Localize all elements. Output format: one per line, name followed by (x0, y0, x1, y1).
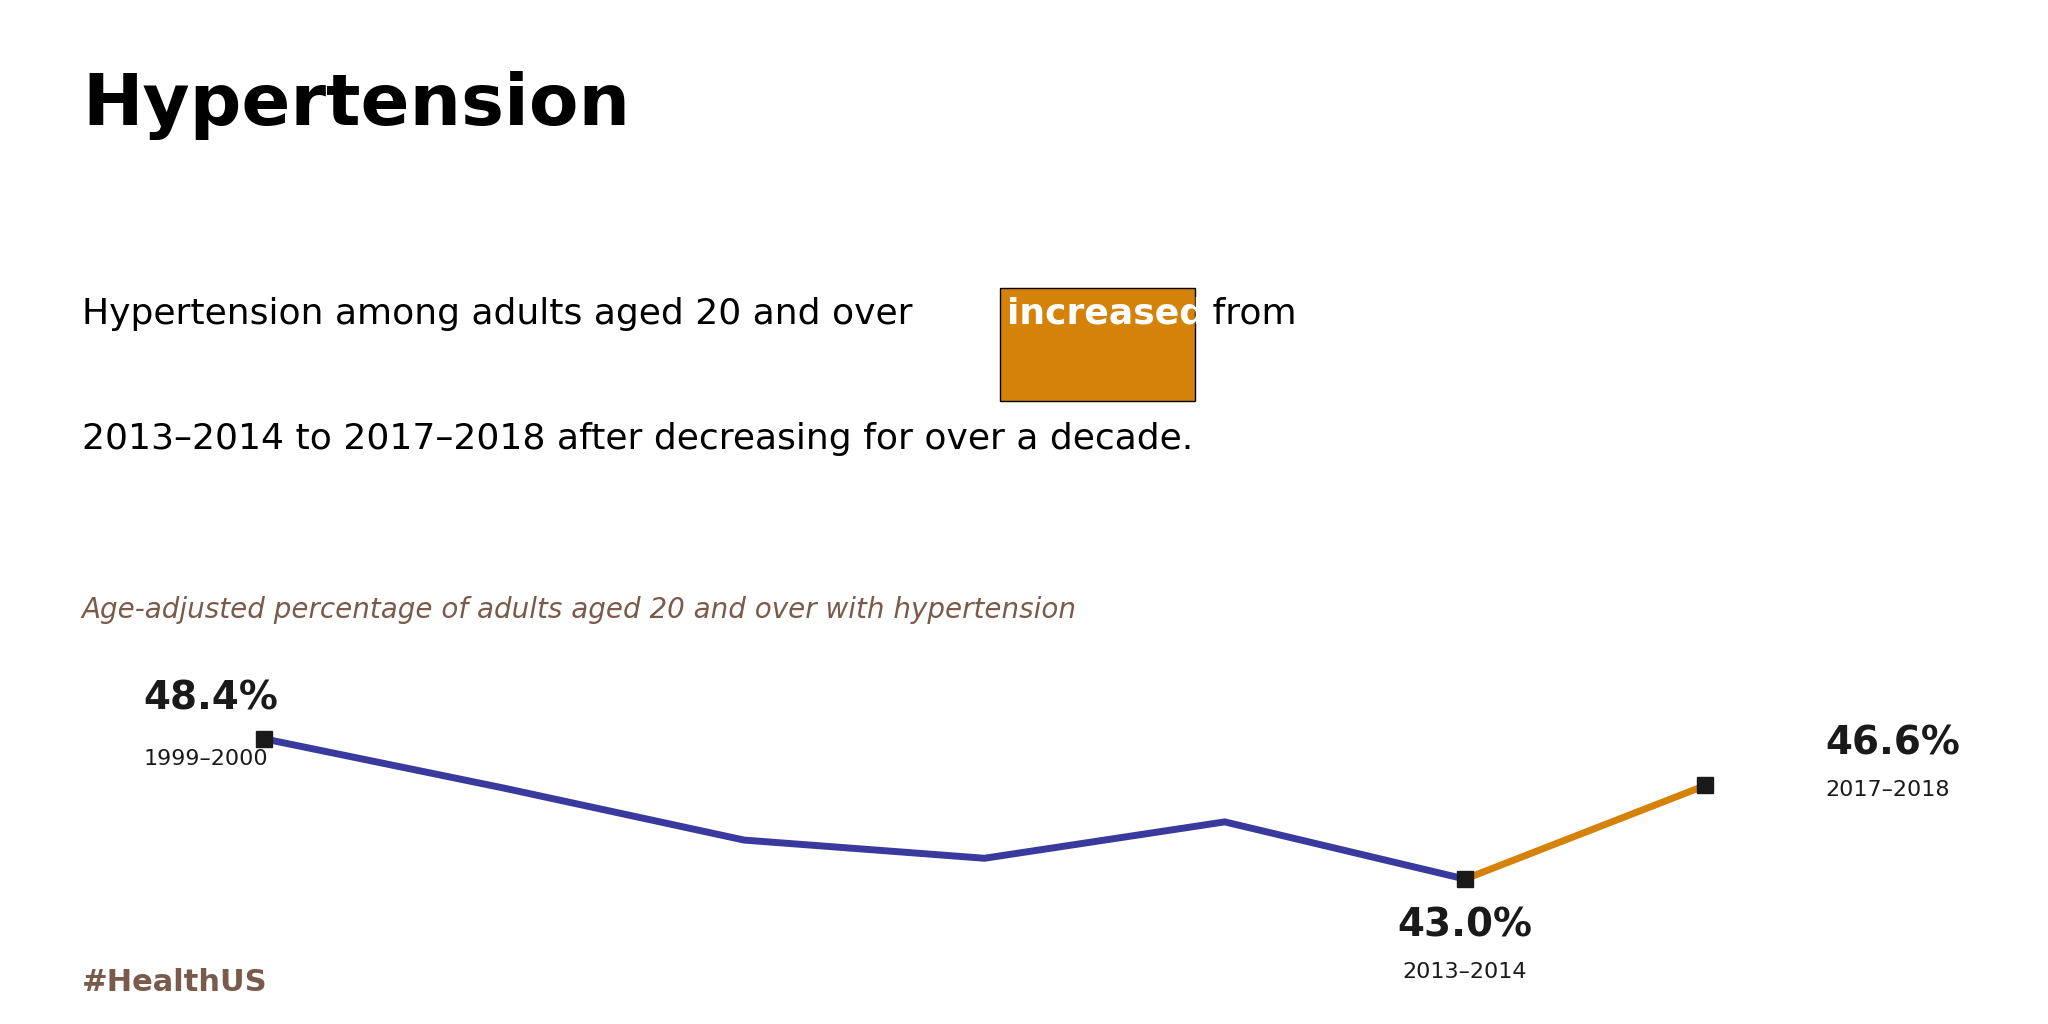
Text: 2013–2014 to 2017–2018 after decreasing for over a decade.: 2013–2014 to 2017–2018 after decreasing … (82, 422, 1194, 456)
Text: Hypertension among adults aged 20 and over: Hypertension among adults aged 20 and ov… (82, 297, 924, 331)
Text: increased: increased (1008, 297, 1204, 331)
Text: 48.4%: 48.4% (143, 680, 279, 718)
Text: 43.0%: 43.0% (1397, 906, 1532, 944)
Text: Age-adjusted percentage of adults aged 20 and over with hypertension: Age-adjusted percentage of adults aged 2… (82, 596, 1077, 624)
Text: 2017–2018: 2017–2018 (1825, 780, 1950, 801)
FancyBboxPatch shape (999, 288, 1196, 400)
Text: Hypertension: Hypertension (82, 72, 631, 140)
Text: 46.6%: 46.6% (1825, 724, 1960, 762)
Text: 1999–2000: 1999–2000 (143, 750, 268, 769)
Text: 2013–2014: 2013–2014 (1403, 963, 1528, 982)
Text: #HealthUS: #HealthUS (82, 968, 268, 997)
Text: from: from (1200, 297, 1296, 331)
